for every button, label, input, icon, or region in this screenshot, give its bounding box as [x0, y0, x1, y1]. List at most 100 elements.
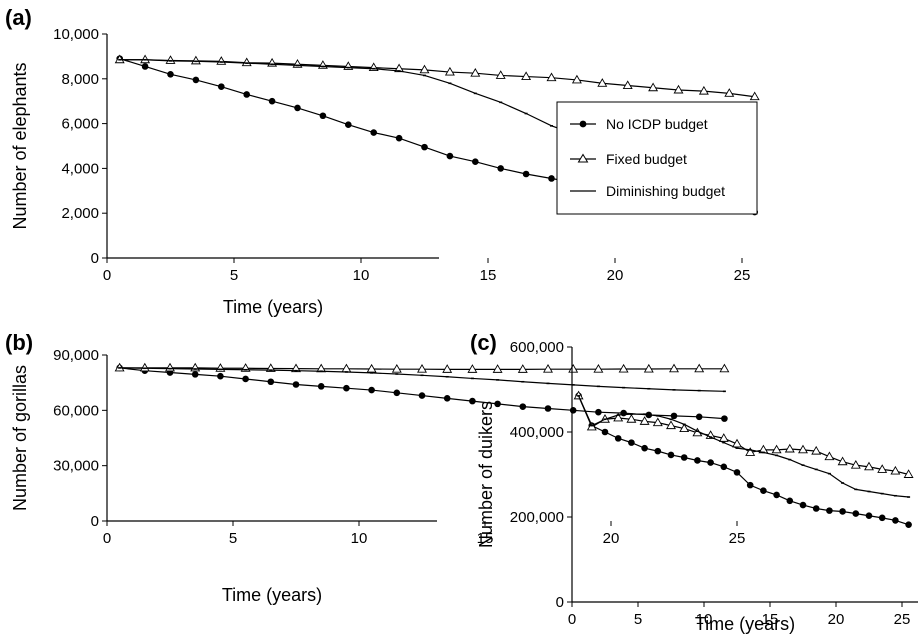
data-point: [771, 444, 782, 454]
legend: No ICDP budget Fixed budget Diminishing …: [556, 101, 758, 215]
legend-label-no-icdp: No ICDP budget: [606, 116, 708, 132]
data-point: [470, 67, 481, 77]
data-point: [798, 444, 808, 454]
data-point: [905, 521, 912, 528]
data-point: [521, 71, 532, 81]
data-point: [319, 112, 327, 120]
y-tick-label: 400,000: [510, 424, 564, 441]
data-point: [641, 444, 648, 452]
data-point: [519, 403, 527, 410]
data-point: [467, 364, 478, 373]
series-filled-circle: [116, 364, 728, 422]
y-tick-label: 0: [91, 513, 99, 530]
data-point: [695, 413, 703, 421]
data-point: [345, 121, 352, 129]
data-point: [167, 71, 174, 78]
data-point: [242, 375, 249, 383]
data-point: [628, 439, 635, 446]
data-point: [543, 363, 553, 373]
data-point: [721, 415, 728, 422]
x-tick-label: 25: [729, 530, 746, 547]
data-point: [522, 170, 530, 178]
panels: (a) 0 5 10 15 20 25 0 2,000 4,000 6,000 8,000 10,000…: [5, 5, 918, 634]
panel-label: (a): [5, 5, 32, 30]
data-point: [878, 514, 886, 522]
data-point: [442, 364, 453, 373]
y-tick-label: 0: [556, 594, 564, 611]
data-point: [824, 451, 835, 461]
x-tick-label: 0: [103, 267, 111, 284]
y-tick-label: 60,000: [53, 402, 99, 419]
y-axis-label: Number of elephants: [10, 62, 30, 229]
x-tick-label: 5: [229, 530, 237, 547]
y-tick-label: 90,000: [53, 347, 99, 364]
data-point: [444, 66, 455, 76]
x-tick-label: 15: [477, 530, 494, 547]
data-point: [639, 416, 650, 425]
panel-a: (a) 0 5 10 15 20 25 0 2,000 4,000 6,000 8,000 10,000…: [5, 5, 760, 317]
x-axis-label: Time (years): [695, 614, 795, 634]
y-axis-label: Number of duikers: [476, 401, 496, 548]
x-tick-label: 10: [351, 530, 368, 547]
data-point: [370, 129, 378, 136]
data-point: [393, 389, 401, 397]
y-tick-label: 600,000: [510, 339, 564, 356]
data-point: [292, 381, 300, 388]
data-point: [139, 362, 150, 372]
data-point: [864, 461, 874, 471]
data-point: [614, 435, 622, 442]
data-point: [341, 363, 352, 373]
data-point: [443, 395, 451, 402]
series-open-triangle: [114, 362, 730, 373]
data-point: [648, 82, 659, 92]
y-tick-label: 200,000: [510, 509, 564, 526]
data-point: [497, 165, 505, 172]
y-tick-label: 8,000: [61, 71, 99, 88]
data-point: [877, 464, 888, 473]
data-point: [707, 459, 714, 466]
data-point: [622, 80, 633, 89]
data-point: [892, 517, 899, 524]
data-point: [469, 397, 476, 405]
data-point: [517, 364, 528, 373]
legend-box: [556, 101, 758, 215]
data-point: [666, 420, 676, 430]
data-point: [811, 445, 822, 455]
series-line: [118, 367, 726, 393]
data-point: [192, 76, 200, 84]
data-point: [368, 386, 375, 394]
data-point: [218, 83, 225, 90]
data-point: [243, 91, 250, 98]
legend-marker-fixed: [577, 153, 589, 163]
data-point: [784, 443, 795, 453]
data-point: [670, 412, 678, 420]
data-point: [890, 465, 901, 475]
data-point: [317, 383, 325, 390]
data-point: [165, 55, 176, 64]
data-point: [694, 457, 701, 464]
data-point: [799, 501, 807, 509]
x-tick-label: 20: [603, 530, 620, 547]
data-point: [191, 371, 199, 378]
data-point: [569, 407, 577, 414]
x-tick-label: 15: [762, 611, 779, 628]
x-tick-label: 25: [894, 611, 911, 628]
data-point: [494, 400, 501, 408]
panel-label: (b): [5, 330, 33, 355]
data-point: [294, 104, 301, 112]
data-point: [745, 447, 756, 456]
series-line: [578, 395, 909, 476]
series-line: [578, 395, 909, 526]
data-point: [669, 363, 679, 373]
series-line: [119, 59, 755, 98]
panel-label: (c): [470, 330, 497, 355]
data-point: [826, 507, 833, 514]
data-point: [786, 497, 794, 505]
data-point: [865, 512, 873, 520]
x-tick-label: 10: [696, 611, 713, 628]
panel-b: (b) 0 5 10 15 20 25 0 30,000 60,000 90,000 Time (ye…: [5, 330, 745, 605]
data-point: [544, 405, 552, 412]
data-point: [749, 91, 760, 101]
data-point: [395, 134, 403, 142]
data-point: [718, 433, 729, 442]
